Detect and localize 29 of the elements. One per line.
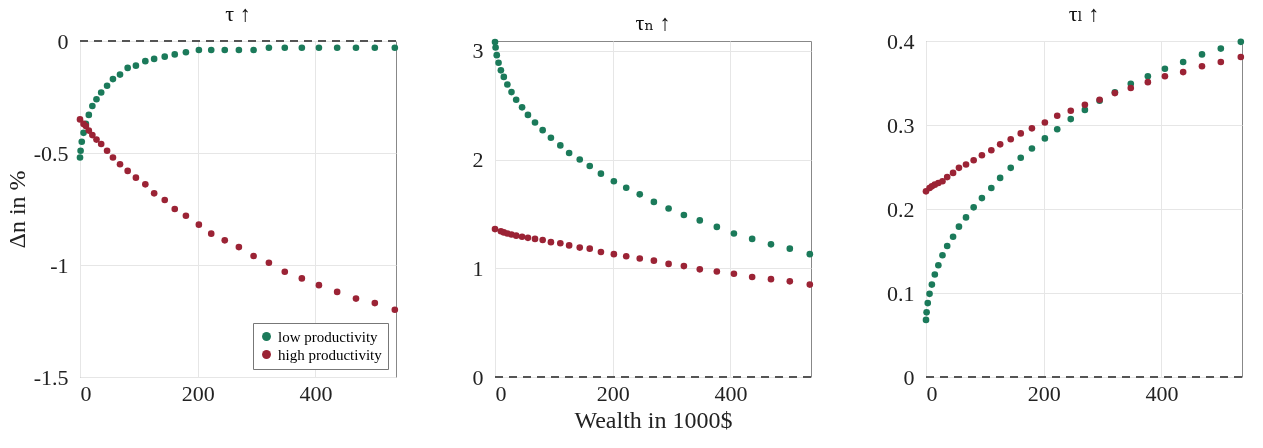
y-tick-label: 0.3 [887,112,915,138]
legend-label: high productivity [278,346,383,363]
y-axis-title: Δn in % [3,170,30,249]
x-tick-label: 400 [299,380,333,406]
x-tick-label: 400 [714,380,748,406]
y-tick-label: 0 [57,28,69,54]
y-tick-label: 2 [472,147,484,173]
x-tick-label: 0 [926,380,938,406]
y-tick-label: 0.1 [887,280,915,306]
y-tick-label: 1 [472,255,484,281]
y-tick-label: -1 [50,252,69,278]
x-tick-label: 200 [1027,380,1061,406]
x-tick-label: 200 [596,380,630,406]
x-tick-label: 0 [495,380,507,406]
chart-title: τₙ ↑ [635,9,671,35]
chart-title: τ ↑ [225,1,251,26]
y-tick-label: 0.4 [887,28,915,54]
y-tick-label: 3 [472,38,484,64]
chart-title: τₗ ↑ [1068,1,1100,26]
y-tick-label: 0 [472,364,484,390]
x-tick-label: 0 [80,380,92,406]
x-tick-label: 200 [181,380,215,406]
x-tick-label: 400 [1145,380,1179,406]
x-axis-title: Wealth in 1000$ [574,406,733,433]
y-tick-label: 0 [903,364,915,390]
y-tick-label: -0.5 [33,140,69,166]
y-tick-label: -1.5 [33,364,69,390]
legend-label: low productivity [278,328,379,345]
y-tick-label: 0.2 [887,196,915,222]
